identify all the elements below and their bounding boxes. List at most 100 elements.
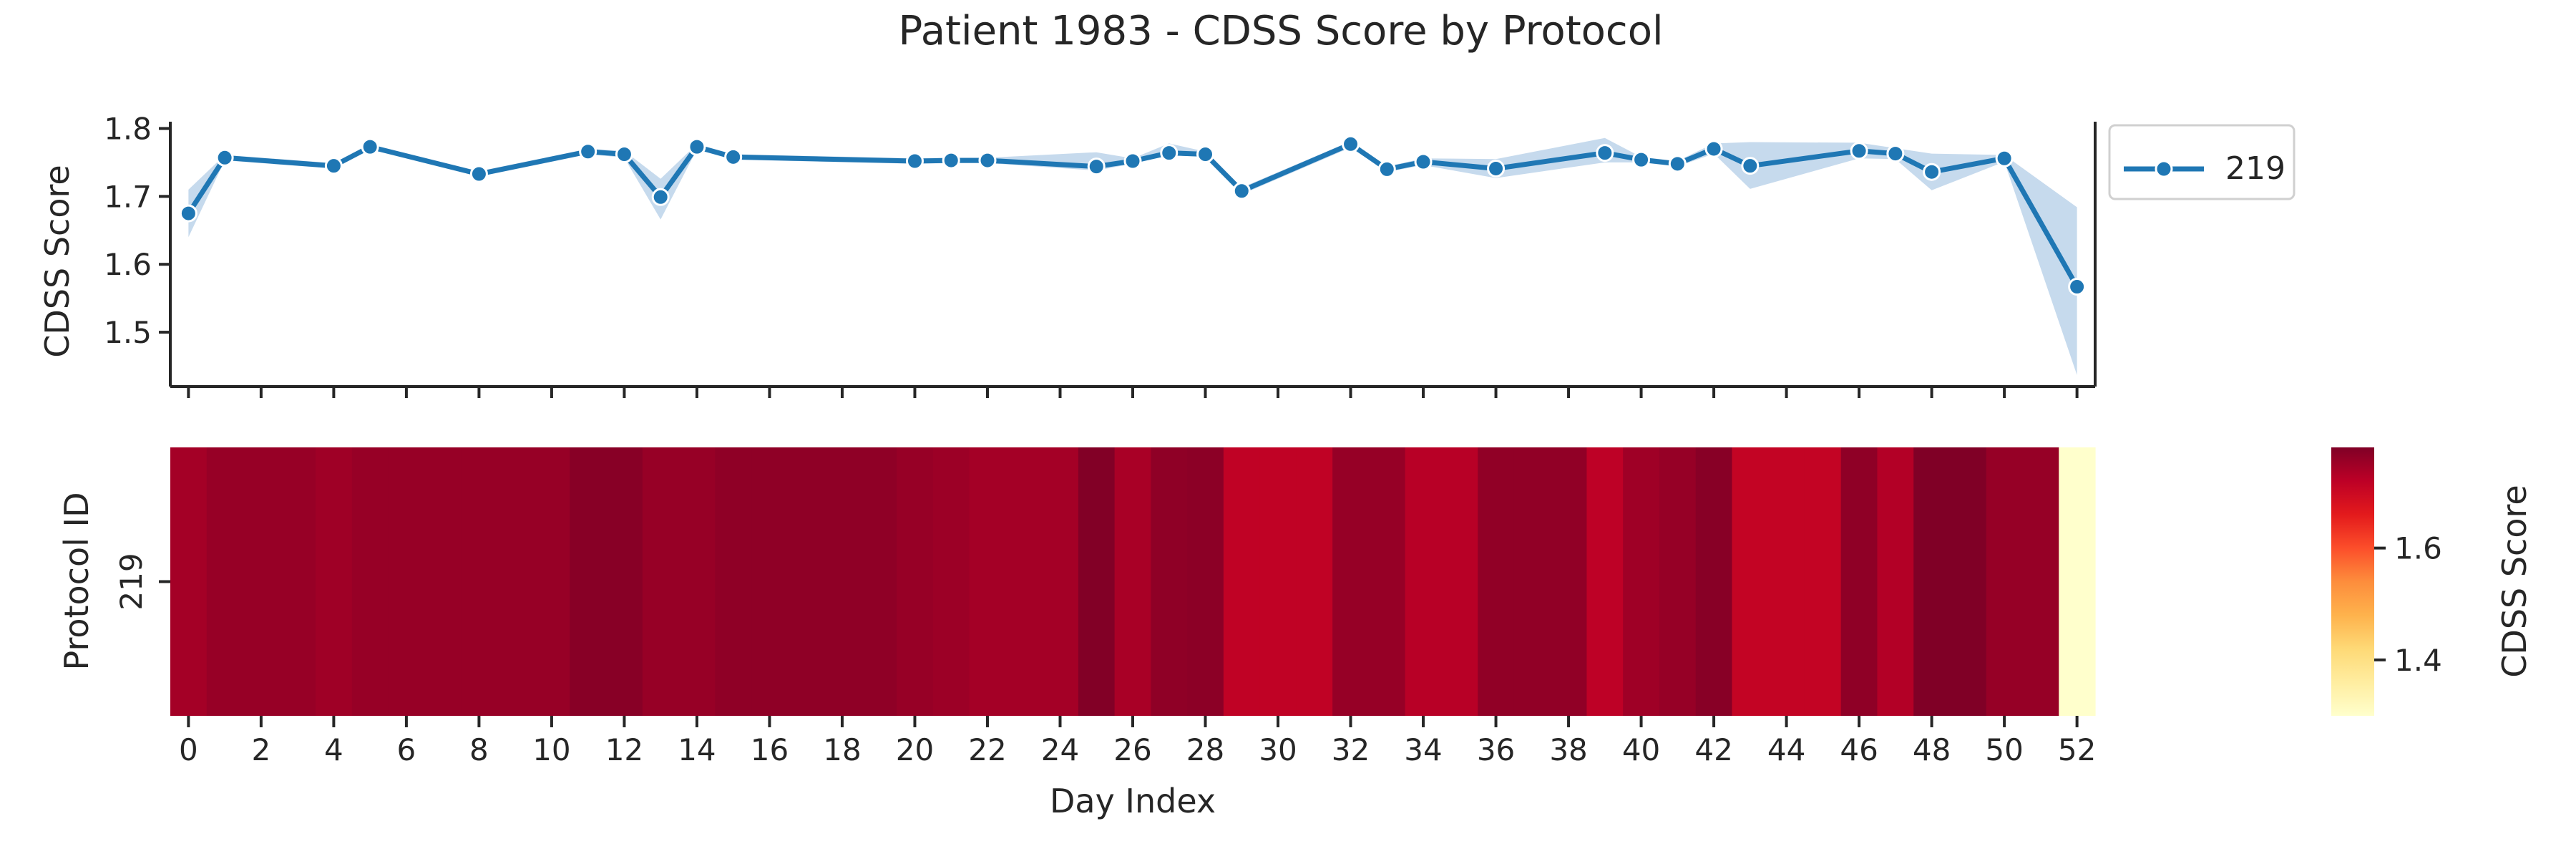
heatmap-cell: [1840, 447, 1878, 716]
x-tick-label: 6: [397, 732, 416, 767]
heatmap-cell: [751, 447, 789, 716]
data-point: [905, 152, 924, 170]
heatmap-y-ticks: 219: [114, 553, 170, 611]
heatmap-cell: [1187, 447, 1224, 716]
line-chart-y-label: CDSS Score: [38, 165, 77, 357]
colorbar: 1.4 1.6 CDSS Score: [2331, 447, 2534, 716]
heatmap-cells: [170, 447, 2096, 716]
y-tick-label: 1.8: [104, 111, 152, 146]
data-point: [724, 147, 743, 166]
heatmap-cell: [1368, 447, 1406, 716]
heatmap-cell: [678, 447, 716, 716]
heatmap-cell: [1078, 447, 1116, 716]
heatmap-cell: [1913, 447, 1951, 716]
x-tick-label: 24: [1041, 732, 1079, 767]
series-markers: [179, 135, 2087, 296]
data-point: [1414, 152, 1433, 171]
data-point: [1741, 157, 1760, 175]
heatmap-cell: [497, 447, 535, 716]
heatmap-x-label: Day Index: [1050, 782, 1216, 820]
heatmap-cell: [787, 447, 825, 716]
y-tick-label: 1.6: [104, 247, 152, 282]
x-tick-label: 36: [1477, 732, 1515, 767]
data-point: [179, 204, 197, 223]
heatmap-cell: [1986, 447, 2024, 716]
heatmap-cell: [1114, 447, 1151, 716]
data-point: [978, 151, 997, 170]
heatmap-cell: [206, 447, 244, 716]
data-point: [215, 148, 234, 167]
data-point: [579, 142, 597, 161]
x-tick-label: 4: [324, 732, 343, 767]
line-chart: 1.5 1.6 1.7 1.8 CDSS Score: [38, 111, 2097, 398]
heatmap-cell: [1586, 447, 1624, 716]
heatmap-cell: [715, 447, 752, 716]
data-point: [1632, 150, 1651, 169]
x-tick-label: 48: [1913, 732, 1951, 767]
heatmap-cell: [860, 447, 897, 716]
data-point: [1886, 145, 1905, 163]
heatmap-cell: [1877, 447, 1914, 716]
heatmap-cell: [1804, 447, 1842, 716]
heatmap-cell: [1732, 447, 1769, 716]
heatmap-cell: [570, 447, 607, 716]
x-tick-label: 8: [469, 732, 489, 767]
x-tick-label: 26: [1113, 732, 1151, 767]
heatmap-cell: [243, 447, 280, 716]
data-point: [2068, 278, 2087, 296]
y-tick-label: 1.5: [104, 315, 152, 350]
heatmap-cell: [1405, 447, 1443, 716]
x-tick-label: 14: [678, 732, 716, 767]
heatmap-cell: [642, 447, 680, 716]
colorbar-ticks: 1.4 1.6: [2374, 531, 2442, 678]
legend-box: [2108, 124, 2296, 200]
x-tick-label: 20: [896, 732, 934, 767]
heatmap-cell: [1768, 447, 1805, 716]
heatmap-cell: [2022, 447, 2059, 716]
x-tick-label: 22: [968, 732, 1006, 767]
heatmap-cell: [1949, 447, 1987, 716]
data-point: [1196, 145, 1215, 164]
x-tick-label: 50: [1985, 732, 2023, 767]
data-point: [1704, 140, 1723, 158]
heatmap-cell: [1259, 447, 1297, 716]
heatmap-cell: [533, 447, 570, 716]
data-point: [1850, 142, 1868, 160]
heatmap-cell: [461, 447, 498, 716]
heatmap-cell: [824, 447, 861, 716]
x-tick-label: 52: [2058, 732, 2096, 767]
data-point: [1377, 160, 1396, 178]
heatmap-cell: [1332, 447, 1370, 716]
heatmap-cell: [424, 447, 462, 716]
x-tick-label: 30: [1259, 732, 1297, 767]
data-point: [1923, 162, 1941, 181]
data-point: [651, 188, 670, 206]
data-point: [1995, 149, 2014, 168]
x-tick-label: 28: [1186, 732, 1224, 767]
heatmap-cell: [897, 447, 934, 716]
x-tick-label: 18: [823, 732, 861, 767]
heatmap-cell: [351, 447, 389, 716]
heatmap-cell: [1042, 447, 1079, 716]
legend-label: 219: [2225, 150, 2285, 187]
data-point: [1123, 152, 1142, 170]
legend: 219: [2108, 124, 2296, 200]
x-tick-label: 38: [1549, 732, 1587, 767]
data-point: [469, 165, 488, 183]
heatmap-cell: [1513, 447, 1551, 716]
heatmap-cell: [969, 447, 1006, 716]
line-chart-y-ticks: 1.5 1.6 1.7 1.8: [104, 111, 170, 350]
x-tick-label: 34: [1404, 732, 1442, 767]
x-tick-label: 46: [1840, 732, 1878, 767]
heatmap-cell: [1623, 447, 1660, 716]
data-point: [688, 137, 706, 156]
data-point: [615, 145, 633, 164]
heatmap-cell: [1296, 447, 1333, 716]
data-point: [1160, 144, 1179, 162]
heatmap-y-label: Protocol ID: [57, 492, 96, 671]
data-point: [1232, 182, 1251, 200]
colorbar-label: CDSS Score: [2495, 485, 2534, 677]
x-tick-label: 16: [751, 732, 789, 767]
x-tick-label: 0: [179, 732, 198, 767]
